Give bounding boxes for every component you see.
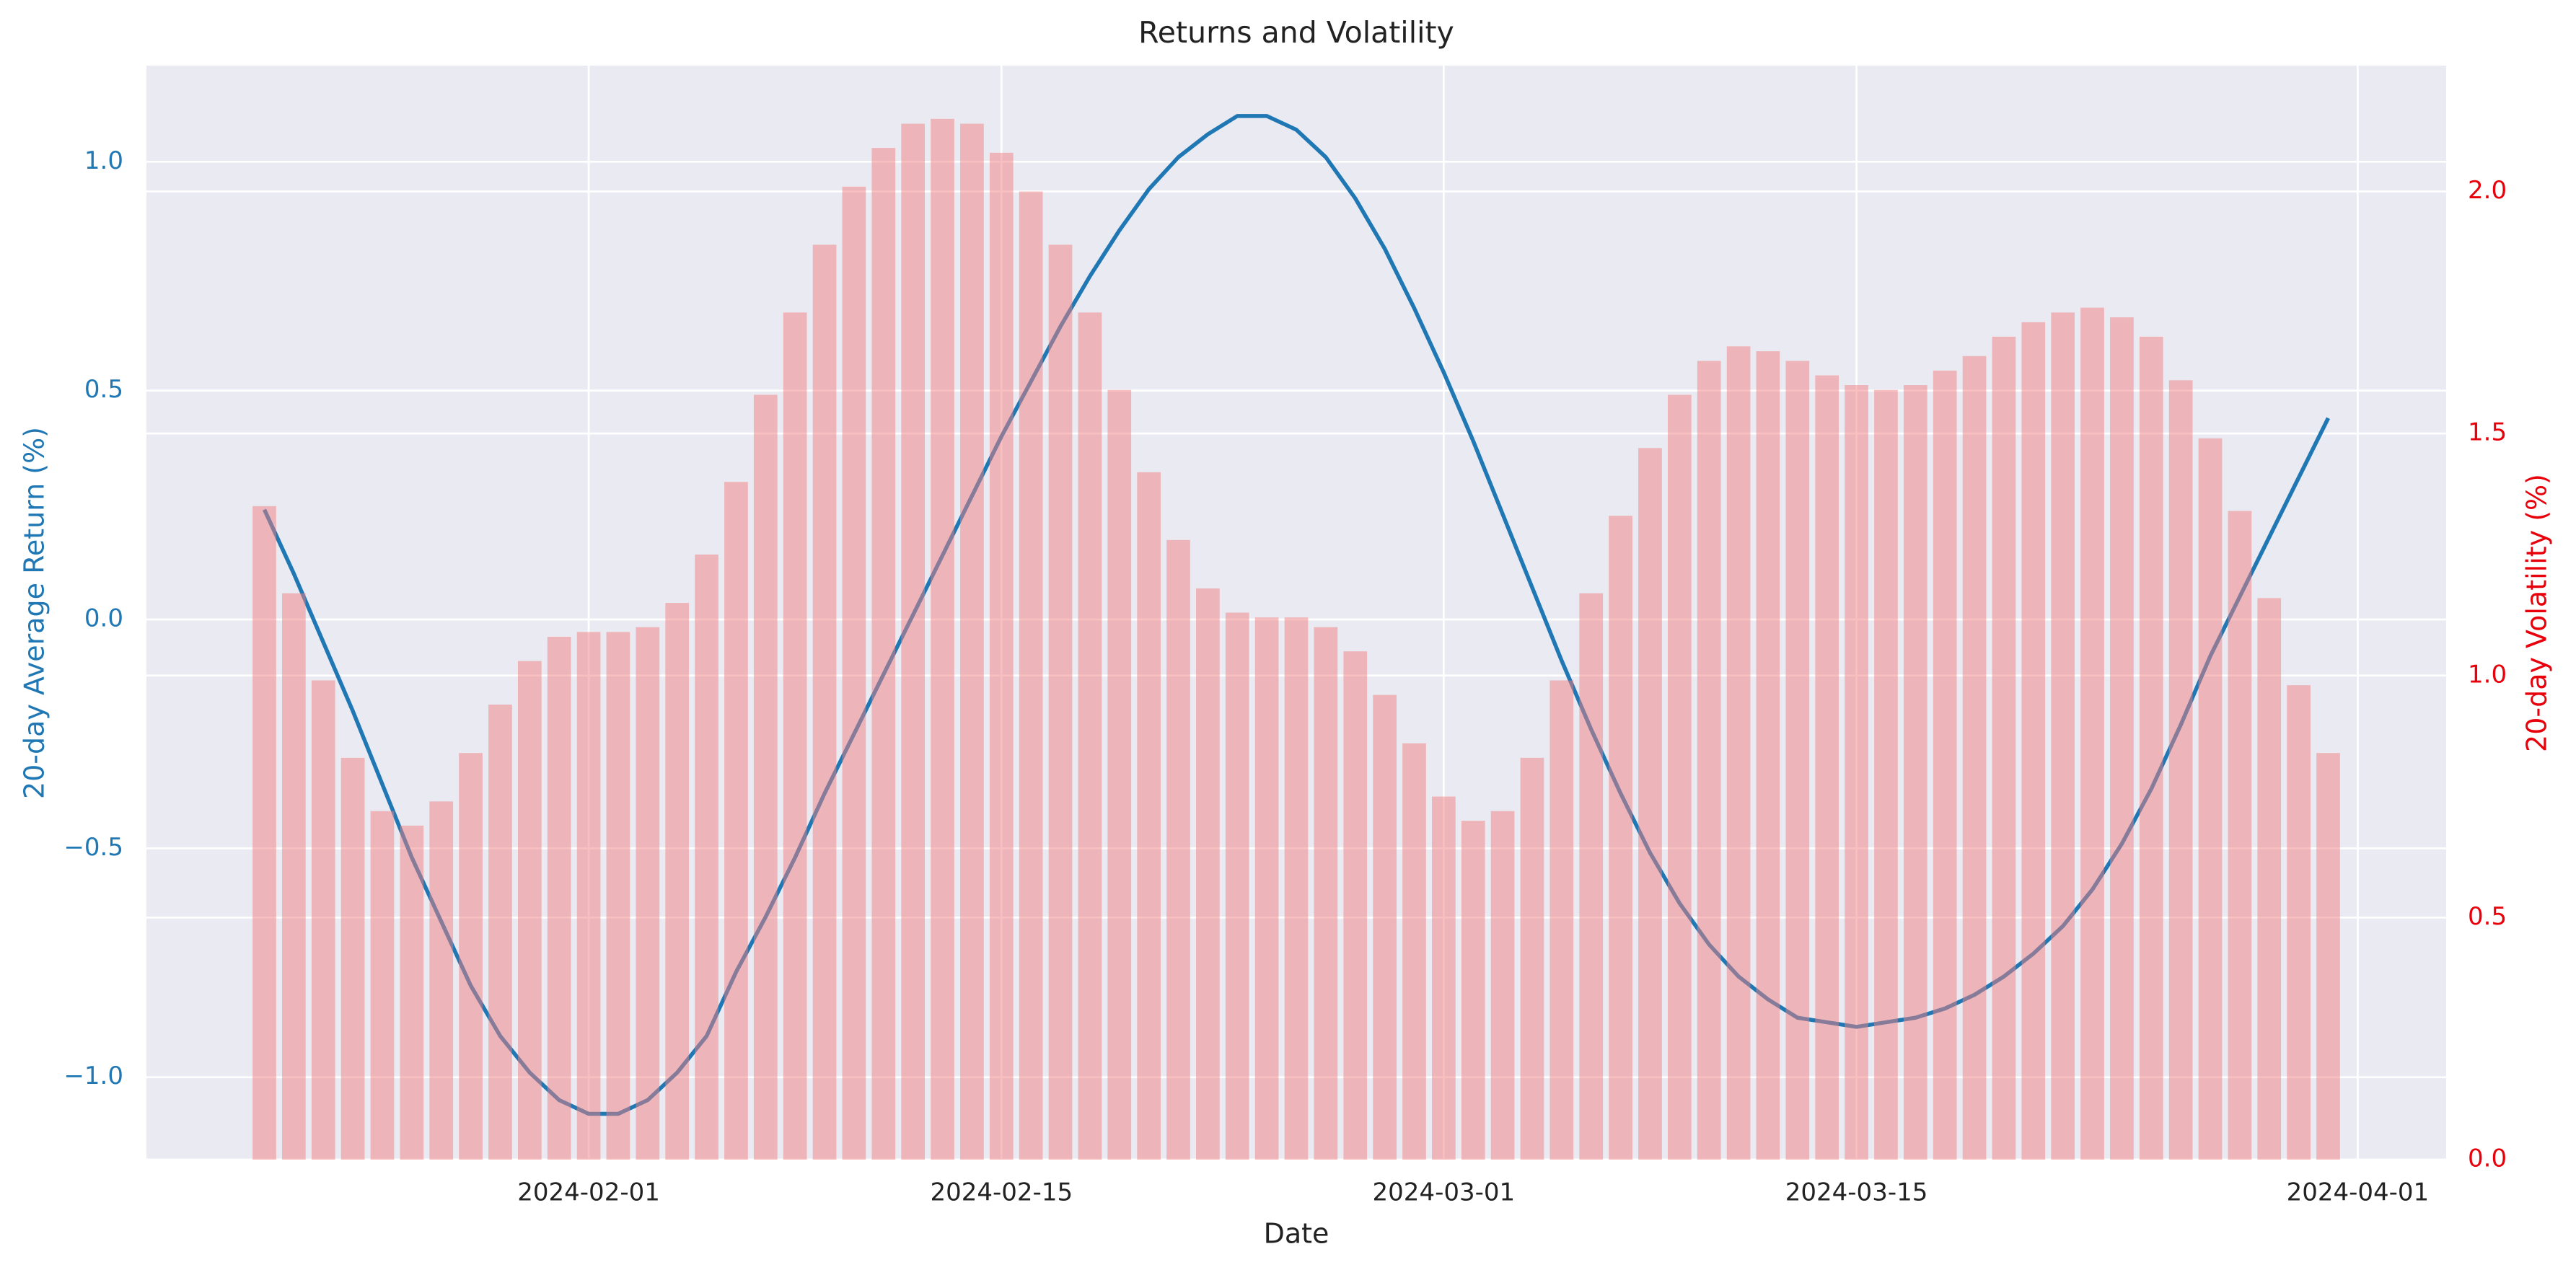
bar [1903,385,1927,1160]
bar [252,506,276,1160]
x-tick-label: 2024-03-01 [1373,1178,1516,1207]
marks [252,114,2340,1160]
x-tick-label: 2024-02-01 [517,1178,660,1207]
bar [1874,389,1898,1160]
bar [753,394,778,1160]
bar [2316,753,2340,1160]
y-tick-label: 0.5 [84,375,123,404]
bar [1225,612,1249,1160]
bar [1962,356,1987,1160]
bar [901,123,926,1160]
bar [1845,385,1868,1160]
bar [842,186,866,1160]
bar [2139,336,2163,1160]
x-tick-label: 2024-03-15 [1785,1178,1928,1207]
y2-tick-label: 2.0 [2468,176,2507,205]
bar [459,753,483,1160]
bar [1432,796,1456,1160]
bar [606,632,630,1160]
labels: −1.0 −0.5 0.0 0.5 1.0 0.0 0.5 1.0 1.5 2.0 2024-02-… [63,146,2507,1207]
bar [517,661,542,1160]
bar [665,603,690,1160]
bar [1373,694,1397,1160]
bar [1549,680,1574,1160]
bar [931,118,954,1160]
bar [871,148,896,1160]
bar [2228,511,2252,1160]
bar [340,757,365,1160]
chart-title: Returns and Volatility [1138,15,1454,50]
y2-tick-label: 0.0 [2468,1144,2507,1173]
bar [2198,438,2223,1160]
bar [400,825,424,1160]
bar [1048,244,1073,1160]
y2-tick-label: 1.0 [2468,660,2507,689]
bar [2257,598,2282,1160]
bar [1019,191,1043,1160]
bar [2110,317,2134,1160]
bar [1756,351,1780,1160]
y-tick-label: −1.0 [63,1062,123,1090]
bar [1196,588,1220,1160]
bar [783,312,807,1160]
bar [989,152,1014,1160]
bar [636,627,660,1160]
bar [1314,627,1338,1160]
y2-axis-label: 20-day Volatility (%) [2521,474,2553,752]
bar [1137,472,1161,1160]
bar [1609,516,1632,1160]
y2-tick-label: 0.5 [2468,902,2507,931]
bar [1992,336,2016,1160]
bar [2080,307,2104,1160]
bar [1933,370,1957,1160]
y-axis-label: 20-day Average Return (%) [19,427,50,799]
bar [1579,593,1604,1160]
bar [1107,389,1132,1160]
bar [488,705,512,1160]
bar [724,482,748,1160]
bar [2021,322,2046,1160]
bar [1638,448,1662,1160]
bar [1520,757,1544,1160]
bar [1726,346,1751,1160]
bar [282,593,306,1160]
bar [1078,312,1102,1160]
bar [1343,651,1368,1160]
y2-tick-label: 1.5 [2468,418,2507,447]
x-tick-label: 2024-04-01 [2287,1178,2430,1207]
bar [1254,617,1279,1160]
bar [547,637,571,1160]
bar [960,123,984,1160]
bar [1815,375,1839,1160]
bar [695,554,718,1160]
bar [2051,312,2075,1160]
bar [1461,821,1485,1160]
bar [1166,539,1190,1160]
x-tick-label: 2024-02-15 [930,1178,1073,1207]
y-tick-label: 1.0 [84,146,123,175]
bar [1785,361,1810,1160]
bar [1697,361,1721,1160]
bar [576,632,601,1160]
bar [311,680,335,1160]
bar [2168,380,2193,1160]
x-axis-label: Date [1264,1218,1329,1250]
y-tick-label: −0.5 [63,833,123,862]
bar [370,811,395,1160]
bar [812,244,837,1160]
bar [1490,811,1515,1160]
bar [1402,743,1426,1160]
bar [2287,685,2311,1160]
bar [1284,617,1309,1160]
y-tick-label: 0.0 [84,604,123,633]
bar [1667,394,1692,1160]
bar [429,801,454,1160]
